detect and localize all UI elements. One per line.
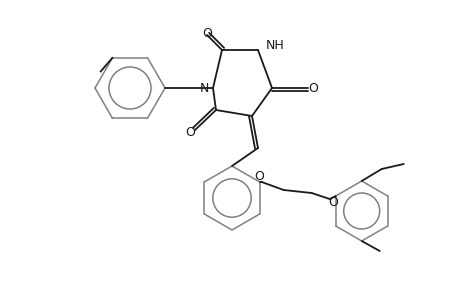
Text: O: O [253, 170, 263, 184]
Text: O: O [185, 125, 195, 139]
Text: O: O [327, 196, 337, 208]
Text: O: O [308, 82, 317, 94]
Text: N: N [199, 82, 208, 94]
Text: NH: NH [265, 38, 284, 52]
Text: O: O [202, 26, 212, 40]
